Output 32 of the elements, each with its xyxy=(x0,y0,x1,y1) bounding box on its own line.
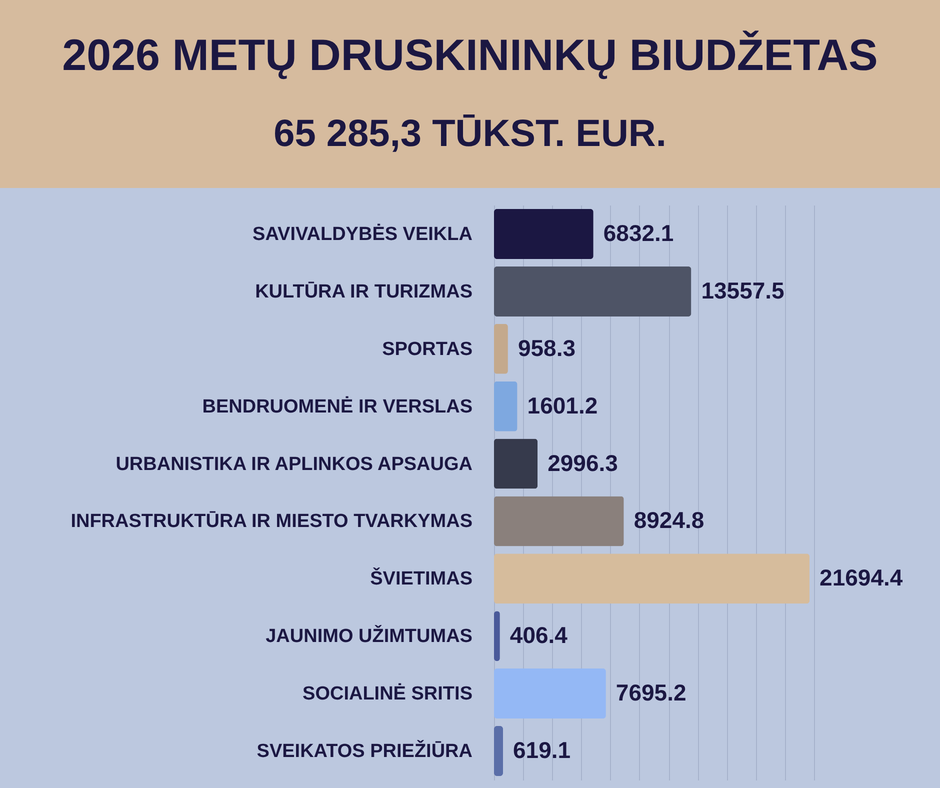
data-label: 21694.4 xyxy=(820,564,903,591)
bar xyxy=(494,668,606,719)
y-tick-label: SAVIVALDYBĖS VEIKLA xyxy=(252,223,473,246)
data-label: 13557.5 xyxy=(701,277,785,304)
y-tick-label: SOCIALINĖ SRITIS xyxy=(302,682,472,705)
data-label: 6832.1 xyxy=(603,220,674,246)
y-tick-label: BENDRUOMENĖ IR VERSLAS xyxy=(202,395,472,418)
data-label: 619.1 xyxy=(513,736,571,763)
bar xyxy=(494,209,594,259)
data-label: 7695.2 xyxy=(616,680,686,706)
bar xyxy=(494,611,500,662)
bar xyxy=(494,438,538,489)
y-tick-label: SVEIKATOS PRIEŽIŪRA xyxy=(256,738,473,762)
data-label: 406.4 xyxy=(510,622,568,648)
bar xyxy=(494,324,508,374)
y-tick-label: JAUNIMO UŽIMTUMAS xyxy=(266,624,472,648)
bar xyxy=(494,554,810,604)
data-label: 1601.2 xyxy=(527,392,598,418)
y-tick-label: URBANISTIKA IR APLINKOS APSAUGA xyxy=(116,454,473,475)
y-tick-label: SPORTAS xyxy=(382,338,472,360)
y-tick-label: ŠVIETIMAS xyxy=(370,566,472,590)
data-label: 958.3 xyxy=(518,334,576,361)
y-tick-label: KULTŪRA IR TURIZMAS xyxy=(255,281,472,302)
bar xyxy=(494,266,692,316)
chart-subtitle: 65 285,3 TŪKST. EUR. xyxy=(274,113,666,155)
chart-title: 2026 METŲ DRUSKININKŲ BIUDŽETAS xyxy=(62,30,878,80)
data-label: 8924.8 xyxy=(634,507,704,534)
y-tick-label: INFRASTRUKTŪRA IR MIESTO TVARKYMAS xyxy=(70,511,472,532)
data-label: 2996.3 xyxy=(548,450,618,476)
bar xyxy=(494,726,504,776)
bar xyxy=(494,496,624,546)
bar xyxy=(494,381,518,432)
